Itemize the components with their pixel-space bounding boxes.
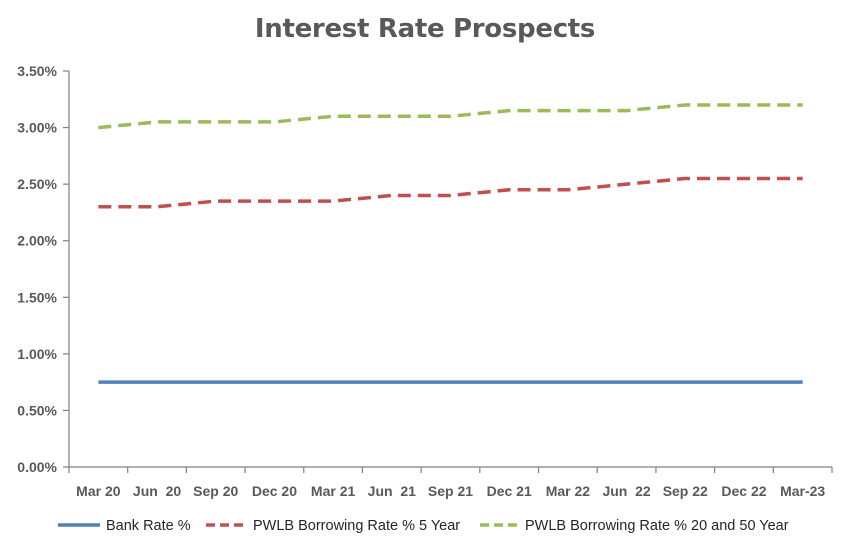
legend: Bank Rate % PWLB Borrowing Rate % 5 Year P… [58,518,789,534]
axes: 0.00% 0.50% 1.00% 1.50% 2.00% 2.50% 3.00% 3.50%… [17,63,833,499]
x-tick-label: Dec 21 [487,483,532,499]
x-tick-label: Sep 20 [193,483,238,499]
x-tick-label: Jun 20 [133,483,181,499]
legend-label-1: Bank Rate % [106,518,191,534]
legend-label-3: PWLB Borrowing Rate % 20 and 50 Year [525,518,789,534]
x-tick-label: Dec 20 [252,483,297,499]
y-tick-label: 0.00% [17,459,57,475]
x-tick-label: Mar-23 [780,483,825,499]
legend-label-2: PWLB Borrowing Rate % 5 Year [253,518,460,534]
x-tick-label: Sep 22 [663,483,708,499]
y-tick-label: 2.50% [17,176,57,192]
x-tick-label: Mar 22 [546,483,591,499]
y-tick-label: 3.50% [17,63,57,79]
x-tick-label: Mar 21 [311,483,356,499]
x-tick-label: Sep 21 [428,483,473,499]
x-tick-label: Dec 22 [721,483,766,499]
series-lines [98,103,803,384]
y-tick-label: 3.00% [17,120,57,136]
x-tick-label: Mar 20 [76,483,121,499]
x-tick-label: Jun 22 [602,483,650,499]
x-tick-label: Jun 21 [368,483,416,499]
chart-title: Interest Rate Prospects [254,14,596,44]
y-tick-label: 1.00% [17,346,57,362]
series-line-2 [98,176,803,209]
y-tick-label: 2.00% [17,233,57,249]
y-tick-label: 1.50% [17,289,57,305]
y-tick-label: 0.50% [17,402,57,418]
series-line-3 [98,103,803,130]
